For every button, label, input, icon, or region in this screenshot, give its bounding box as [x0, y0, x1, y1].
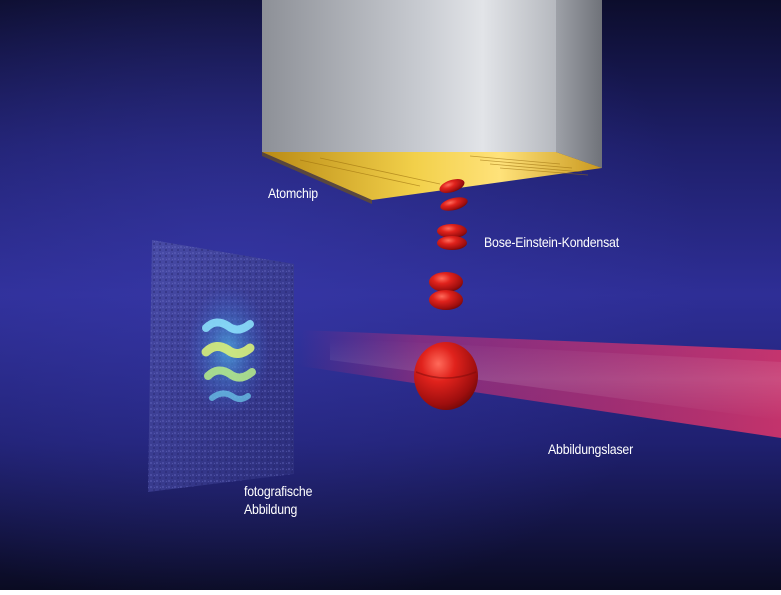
photo-label-line-2: Abbildung: [244, 501, 298, 517]
fringe-band: [204, 366, 256, 382]
atomchip-label: Atomchip: [268, 185, 318, 201]
condensate-stage-2: [440, 197, 468, 211]
photo-label-line-1: fotografische: [244, 483, 313, 499]
photographic-image: [148, 240, 294, 492]
condensate-stage-3: [437, 224, 467, 250]
atom-chip: [262, 0, 602, 204]
fringe-band: [201, 342, 255, 358]
photographic-image-label: fotografische Abbildung: [244, 482, 312, 518]
condensate-stage-5: [414, 342, 478, 410]
condensate-stages: [414, 179, 478, 410]
condensate-stage-4: [429, 272, 463, 310]
fringe-band: [202, 318, 254, 334]
condensate-label: Bose-Einstein-Kondensat: [484, 234, 619, 250]
condensate-stage-1: [439, 179, 465, 193]
fringe-band: [209, 390, 251, 402]
imaging-laser-label: Abbildungslaser: [548, 441, 634, 457]
